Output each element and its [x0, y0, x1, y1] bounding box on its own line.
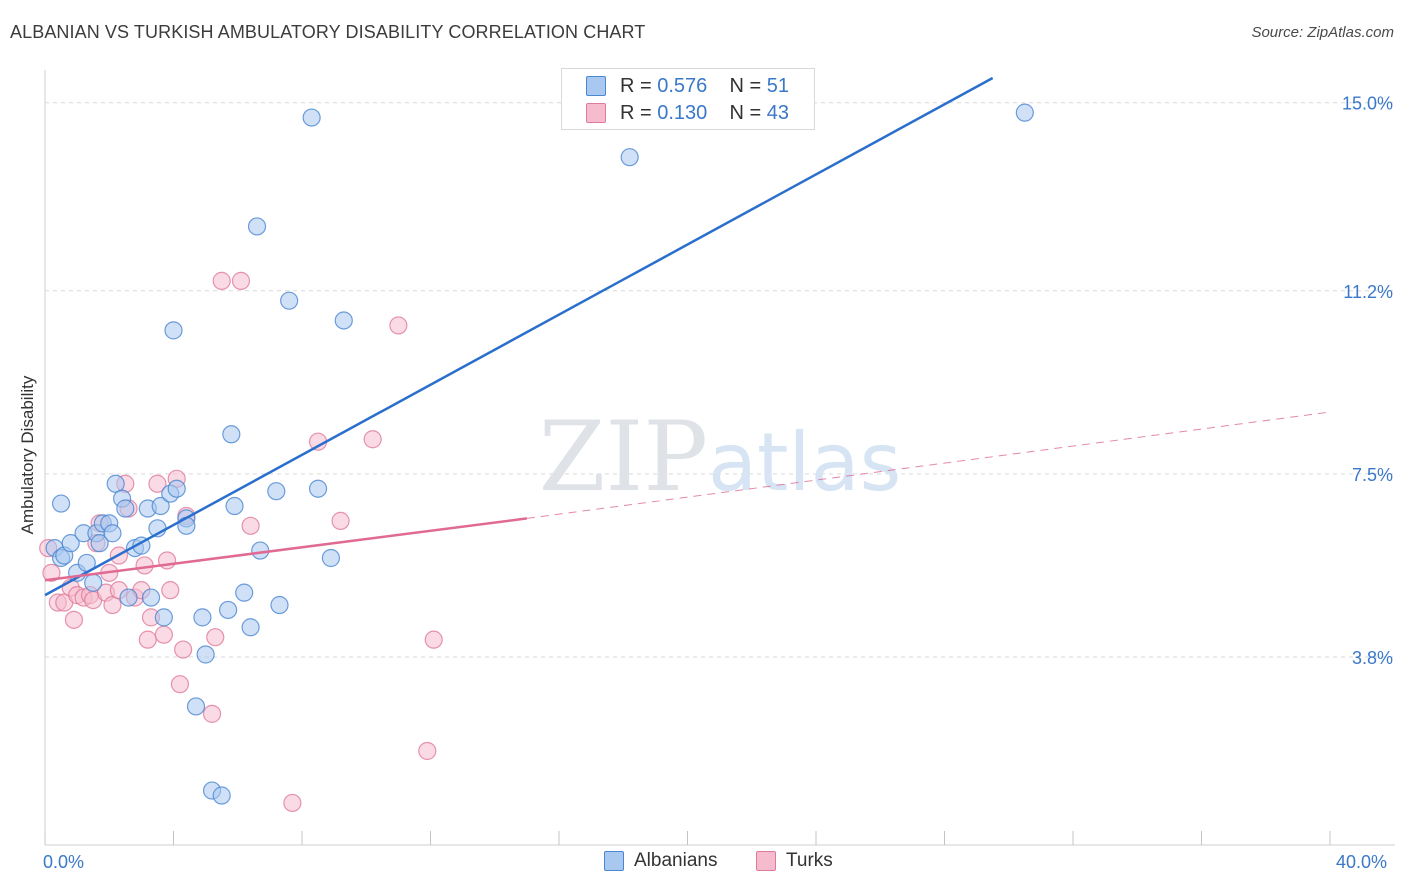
albanian-r-label: R =: [620, 74, 652, 97]
albanian-point: [186, 697, 206, 716]
albanian-point: [219, 600, 238, 620]
albanian-point: [1015, 103, 1034, 122]
turk-point: [148, 474, 167, 493]
stats-legend: R = 0.576 N = 51 R = 0.130 N = 43: [561, 68, 815, 130]
albanian-point: [270, 595, 289, 615]
albanian-trend-line: [44, 76, 994, 597]
turk-point: [135, 556, 154, 575]
turk-point: [418, 741, 437, 761]
legend-item-albanians: Albanians: [604, 850, 717, 872]
turk-point: [206, 628, 225, 647]
turk-r-label: R =: [620, 101, 652, 124]
turk-point: [64, 610, 84, 629]
albanian-point: [141, 588, 161, 607]
albanian-point: [321, 548, 341, 568]
albanian-point: [212, 786, 231, 805]
y-tick-label: 7.5%: [1352, 465, 1393, 485]
albanian-point: [241, 618, 260, 637]
albanian-n-label: N =: [729, 74, 762, 97]
albanian-point: [119, 588, 138, 607]
albanian-point: [267, 482, 286, 501]
albanian-r-value: 0.576: [657, 74, 708, 97]
albanian-point: [103, 524, 122, 543]
y-tick-label: 3.8%: [1352, 648, 1393, 668]
albanian-point: [225, 496, 244, 516]
turk-point: [212, 271, 231, 290]
albanian-point: [620, 148, 639, 167]
turk-point: [138, 630, 157, 649]
albanian-point: [222, 425, 241, 444]
turk-point: [170, 675, 190, 694]
albanian-point: [308, 479, 328, 498]
turk-point: [202, 704, 222, 723]
albanian-point: [247, 217, 267, 236]
tick-labels: 3.8% 7.5% 11.2% 15.0%: [1342, 94, 1393, 668]
turk-point: [231, 271, 251, 290]
watermark-zip: ZIP: [539, 401, 708, 513]
trend-lines: [44, 76, 1331, 597]
turk-swatch: [586, 103, 606, 123]
turk-n-value: 43: [766, 101, 790, 124]
albanian-point: [164, 321, 183, 340]
albanian-point: [116, 499, 135, 518]
x-tick-label-max: 40.0%: [1336, 852, 1388, 872]
watermark-atlas: atlas: [708, 416, 901, 509]
grid-lines: [45, 102, 1395, 658]
turk-trend-extension: [526, 411, 1331, 519]
albanian-point: [251, 541, 270, 560]
albanian-point: [334, 311, 353, 330]
turk-legend-label: Turks: [786, 850, 833, 871]
turk-point: [389, 316, 408, 335]
albanian-point: [61, 534, 80, 553]
turk-point: [283, 793, 302, 813]
albanian-point: [167, 479, 186, 498]
albanian-point: [280, 291, 299, 310]
albanian-point: [84, 573, 103, 592]
turk-r-value: 0.130: [657, 101, 708, 124]
turk-trend-line: [44, 517, 528, 582]
albanian-point: [90, 534, 109, 553]
albanian-point: [151, 496, 170, 516]
albanian-n-value: 51: [766, 74, 790, 97]
albanian-point: [154, 608, 173, 627]
albanian-point: [193, 608, 212, 627]
albanian-legend-swatch: [604, 851, 624, 871]
turk-n-label: N =: [729, 101, 762, 124]
albanian-point: [51, 494, 71, 513]
turk-point: [424, 630, 443, 649]
turk-point: [241, 516, 260, 535]
turk-legend-swatch: [756, 851, 776, 871]
y-tick-label: 11.2%: [1343, 282, 1393, 302]
x-tick-label-min: 0.0%: [43, 852, 85, 872]
albanian-point: [196, 645, 215, 664]
y-tick-label: 15.0%: [1342, 94, 1393, 114]
turk-point: [161, 581, 180, 600]
legend-item-turks: Turks: [756, 850, 833, 872]
albanian-point: [235, 583, 254, 602]
axes: [44, 70, 1395, 846]
albanian-point: [302, 108, 321, 127]
albanian-legend-label: Albanians: [634, 850, 718, 871]
albanian-points: [45, 103, 1034, 805]
watermark: ZIPatlas: [539, 401, 902, 513]
turk-point: [154, 625, 173, 644]
turk-point: [331, 511, 350, 530]
source-label: Source: ZipAtlas.com: [1251, 24, 1394, 41]
chart-title: ALBANIAN VS TURKISH AMBULATORY DISABILIT…: [10, 22, 646, 42]
albanian-swatch: [586, 76, 606, 96]
turk-point: [363, 430, 382, 449]
turk-point: [42, 563, 61, 582]
turk-point: [174, 640, 193, 659]
